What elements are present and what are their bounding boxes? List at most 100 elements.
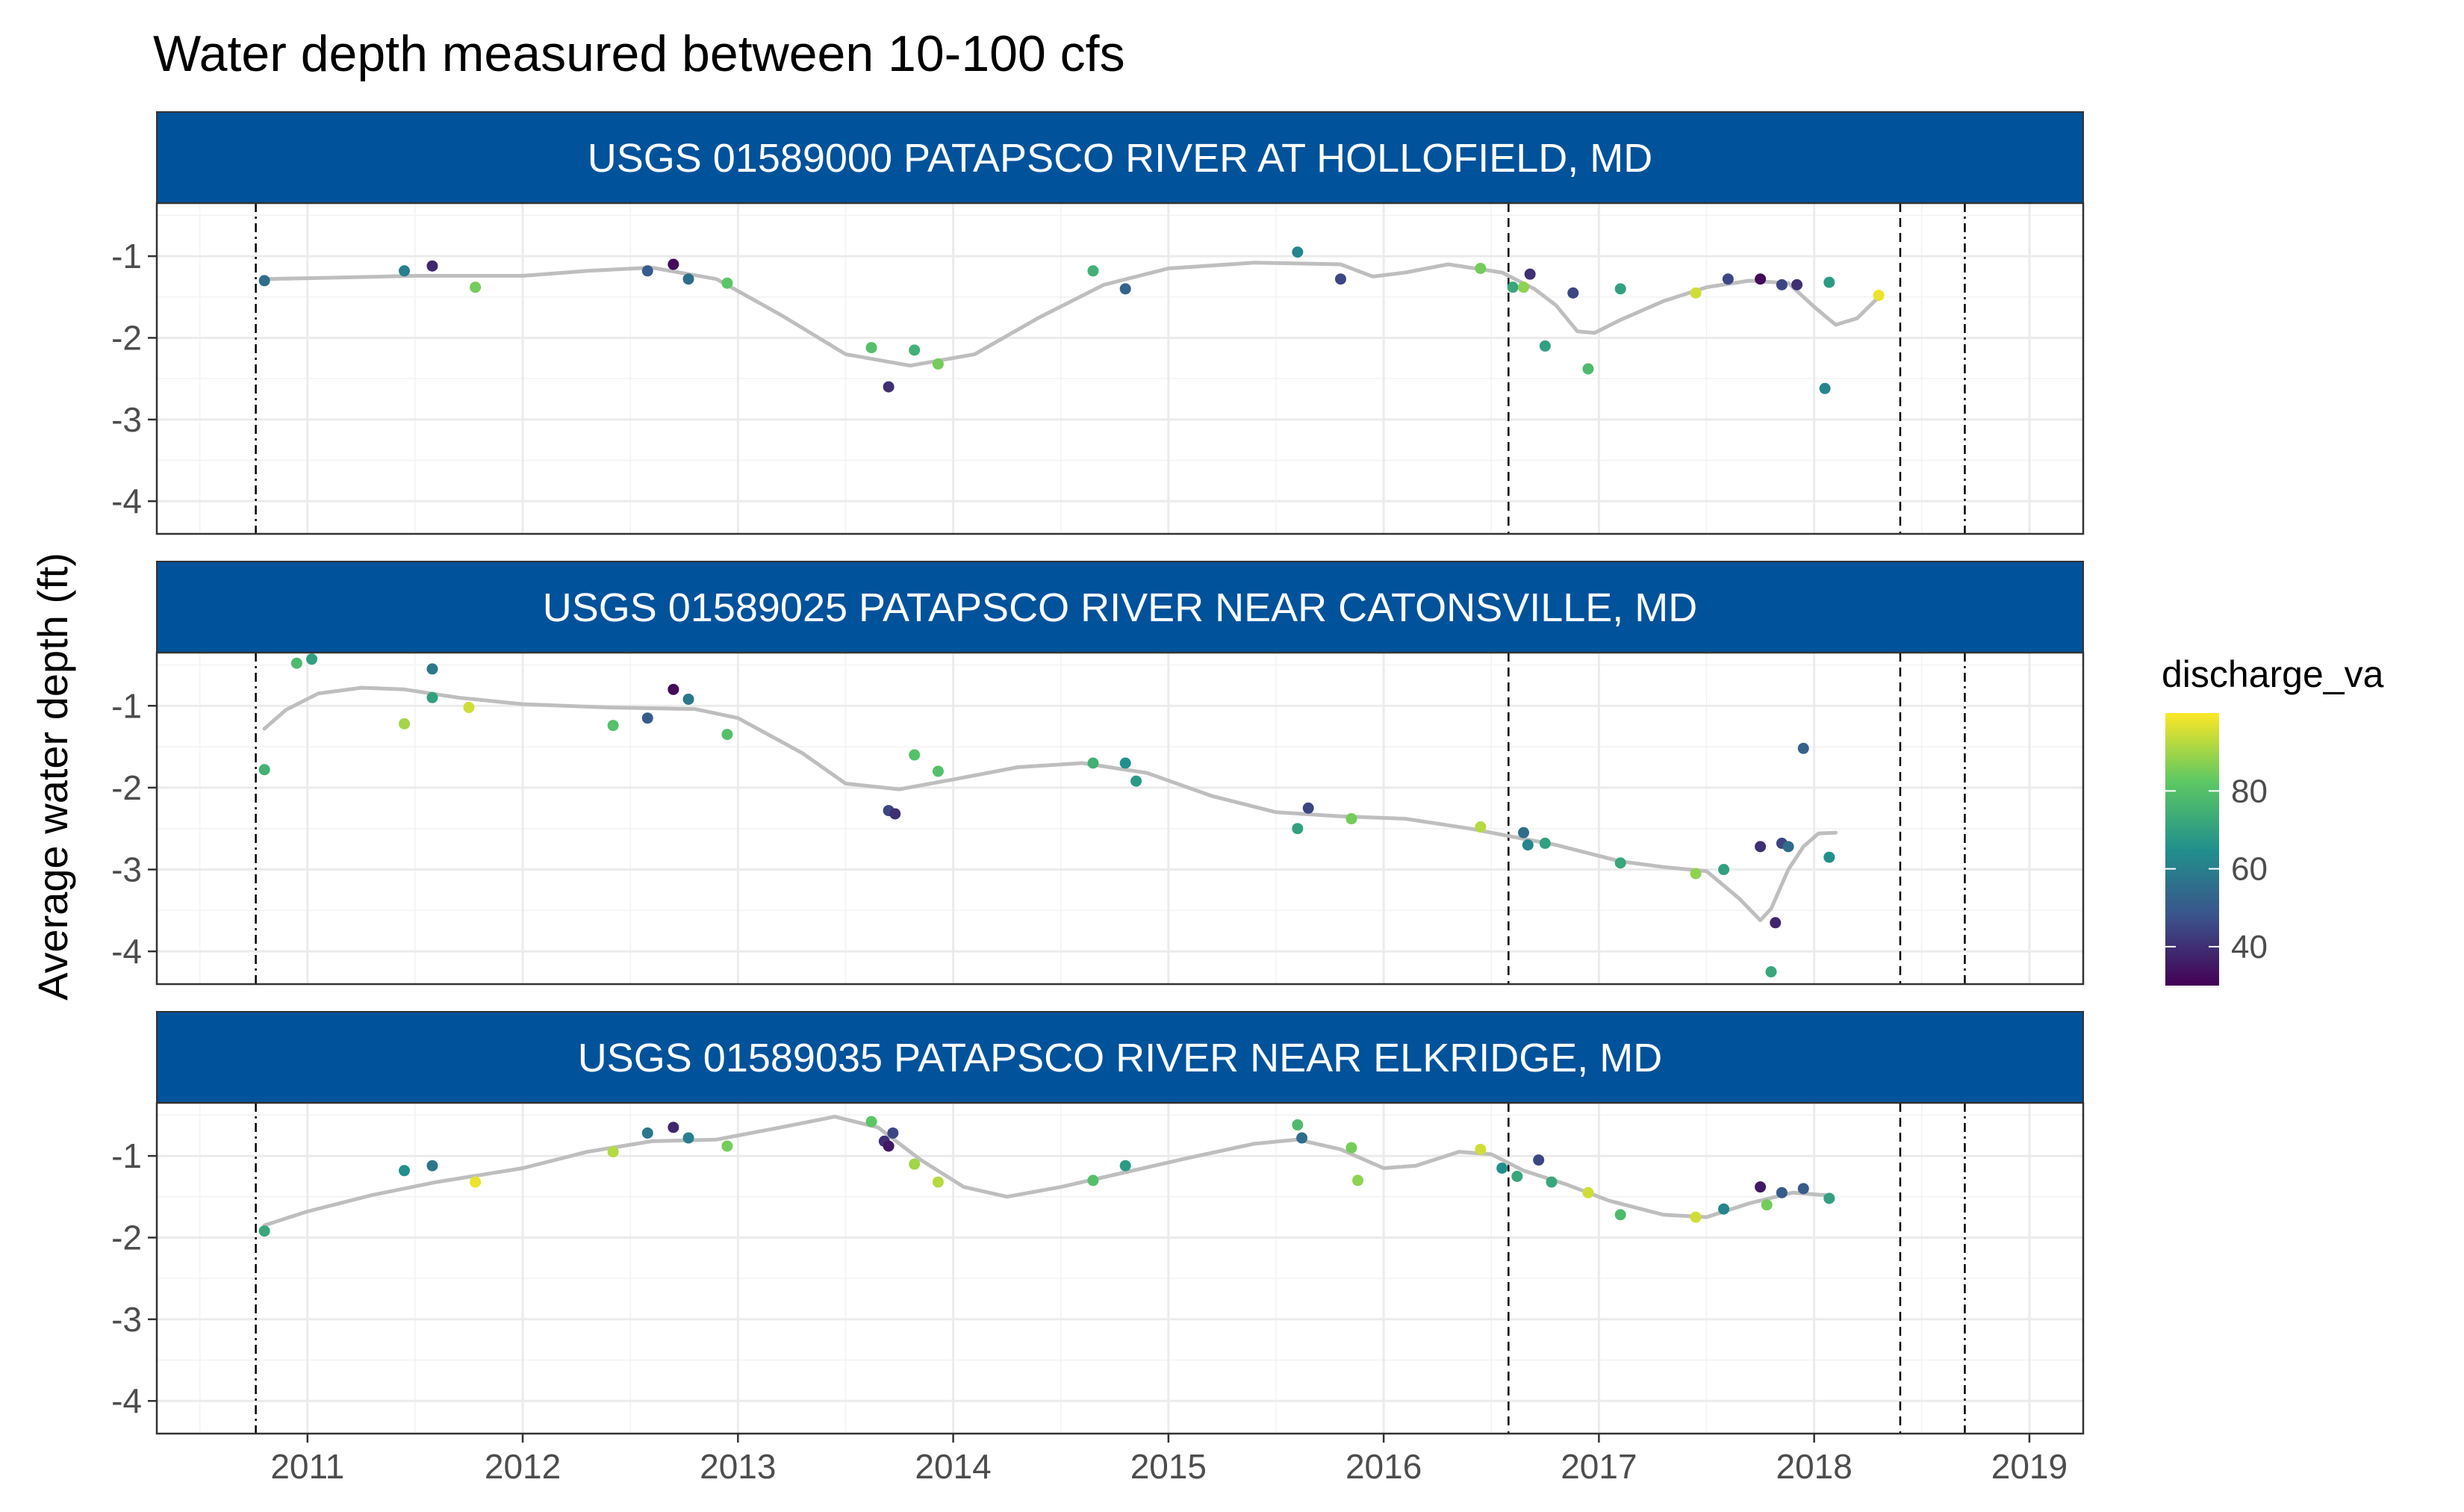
data-point bbox=[682, 1132, 694, 1144]
x-tick-label: 2014 bbox=[915, 1447, 991, 1486]
y-tick-label: -1 bbox=[111, 686, 142, 725]
legend-tick-label: 40 bbox=[2231, 929, 2268, 965]
data-point bbox=[1119, 757, 1131, 769]
panel-border bbox=[155, 202, 2085, 535]
data-point bbox=[607, 1146, 619, 1158]
data-point bbox=[258, 764, 270, 776]
data-point bbox=[1302, 802, 1314, 814]
data-point bbox=[932, 765, 944, 777]
data-point bbox=[641, 265, 653, 277]
y-tick-label: -2 bbox=[111, 768, 142, 807]
legend-tick-label: 60 bbox=[2231, 851, 2268, 888]
data-point bbox=[883, 381, 895, 393]
plot-background bbox=[157, 1103, 2083, 1434]
smooth-line bbox=[262, 685, 1838, 922]
data-point bbox=[668, 258, 679, 270]
data-point bbox=[1539, 837, 1551, 849]
data-point bbox=[1614, 1209, 1626, 1221]
data-point bbox=[1755, 841, 1767, 853]
facet-strip bbox=[156, 561, 2084, 653]
facet-strip-label: USGS 01589000 PATAPSCO RIVER AT HOLLOFIE… bbox=[588, 136, 1653, 181]
data-point bbox=[1722, 273, 1734, 285]
y-axis-title: Average water depth (ft) bbox=[29, 553, 76, 1001]
data-point bbox=[1614, 283, 1626, 295]
data-point bbox=[909, 1158, 921, 1170]
data-point bbox=[1797, 1183, 1809, 1195]
data-point bbox=[909, 749, 921, 761]
data-point bbox=[1690, 868, 1702, 880]
data-point bbox=[1130, 775, 1142, 787]
data-point bbox=[399, 718, 411, 729]
data-point bbox=[463, 701, 475, 713]
data-point bbox=[1823, 851, 1835, 863]
data-point bbox=[1352, 1175, 1364, 1186]
data-point bbox=[887, 1127, 899, 1139]
data-point bbox=[1507, 281, 1519, 293]
data-point bbox=[1776, 279, 1788, 290]
data-point bbox=[1292, 823, 1304, 835]
facet-panel: USGS 01589035 PATAPSCO RIVER NEAR ELKRID… bbox=[111, 1011, 2085, 1435]
facet-strip bbox=[156, 111, 2084, 204]
data-point bbox=[1475, 821, 1487, 833]
data-point bbox=[721, 1140, 733, 1152]
data-point bbox=[1119, 283, 1131, 295]
data-point bbox=[1819, 382, 1831, 394]
data-point bbox=[932, 358, 944, 370]
x-tick-label: 2015 bbox=[1130, 1447, 1207, 1486]
data-point bbox=[258, 275, 270, 287]
color-legend: discharge_va 80 60 40 bbox=[2162, 653, 2384, 986]
data-point bbox=[290, 657, 302, 669]
y-tick-label: -3 bbox=[111, 400, 142, 439]
data-point bbox=[426, 691, 438, 703]
smooth-line bbox=[262, 261, 1881, 368]
data-point bbox=[668, 683, 679, 695]
data-point bbox=[426, 1160, 438, 1172]
data-point bbox=[865, 342, 877, 354]
data-point bbox=[1718, 864, 1730, 876]
data-point bbox=[1539, 340, 1551, 352]
y-tick-label: -4 bbox=[111, 1381, 142, 1420]
data-point bbox=[1761, 1199, 1773, 1211]
y-tick-label: -1 bbox=[111, 237, 142, 276]
data-point bbox=[426, 663, 438, 675]
data-point bbox=[1718, 1203, 1730, 1215]
data-point bbox=[909, 344, 921, 356]
y-tick-label: -2 bbox=[111, 318, 142, 357]
legend-title: discharge_va bbox=[2162, 653, 2384, 695]
data-point bbox=[1873, 290, 1885, 302]
y-tick-label: -1 bbox=[111, 1136, 142, 1175]
data-point bbox=[470, 281, 482, 293]
data-point bbox=[1087, 757, 1099, 769]
data-point bbox=[1087, 1175, 1099, 1186]
colorbar bbox=[2165, 713, 2219, 986]
data-point bbox=[1755, 1181, 1767, 1193]
y-tick-label: -3 bbox=[111, 1300, 142, 1339]
data-point bbox=[1614, 857, 1626, 869]
data-point bbox=[258, 1225, 270, 1237]
facet-panel: USGS 01589025 PATAPSCO RIVER NEAR CATONS… bbox=[111, 561, 2085, 986]
data-point bbox=[1782, 841, 1794, 853]
data-point bbox=[682, 693, 694, 705]
x-tick-label: 2012 bbox=[485, 1447, 561, 1486]
data-point bbox=[1797, 742, 1809, 754]
data-point bbox=[399, 265, 411, 277]
data-point bbox=[1292, 1119, 1304, 1131]
facet-strip-label: USGS 01589035 PATAPSCO RIVER NEAR ELKRID… bbox=[578, 1036, 1663, 1080]
data-point bbox=[1567, 287, 1579, 299]
data-point bbox=[1823, 1192, 1835, 1204]
data-point bbox=[721, 277, 733, 289]
data-point bbox=[399, 1165, 411, 1177]
data-point bbox=[607, 720, 619, 732]
data-point bbox=[1496, 1163, 1508, 1175]
data-point bbox=[1582, 1186, 1594, 1198]
data-point bbox=[1345, 1142, 1357, 1154]
data-point bbox=[1522, 839, 1534, 851]
y-tick-label: -4 bbox=[111, 932, 142, 971]
data-point bbox=[1345, 813, 1357, 825]
facet-panels: USGS 01589000 PATAPSCO RIVER AT HOLLOFIE… bbox=[111, 111, 2085, 1435]
data-point bbox=[1582, 363, 1594, 375]
panel-border bbox=[155, 651, 2085, 986]
chart-title: Water depth measured between 10-100 cfs bbox=[153, 25, 1125, 82]
data-point bbox=[1292, 246, 1304, 258]
x-tick-label: 2016 bbox=[1345, 1447, 1422, 1486]
